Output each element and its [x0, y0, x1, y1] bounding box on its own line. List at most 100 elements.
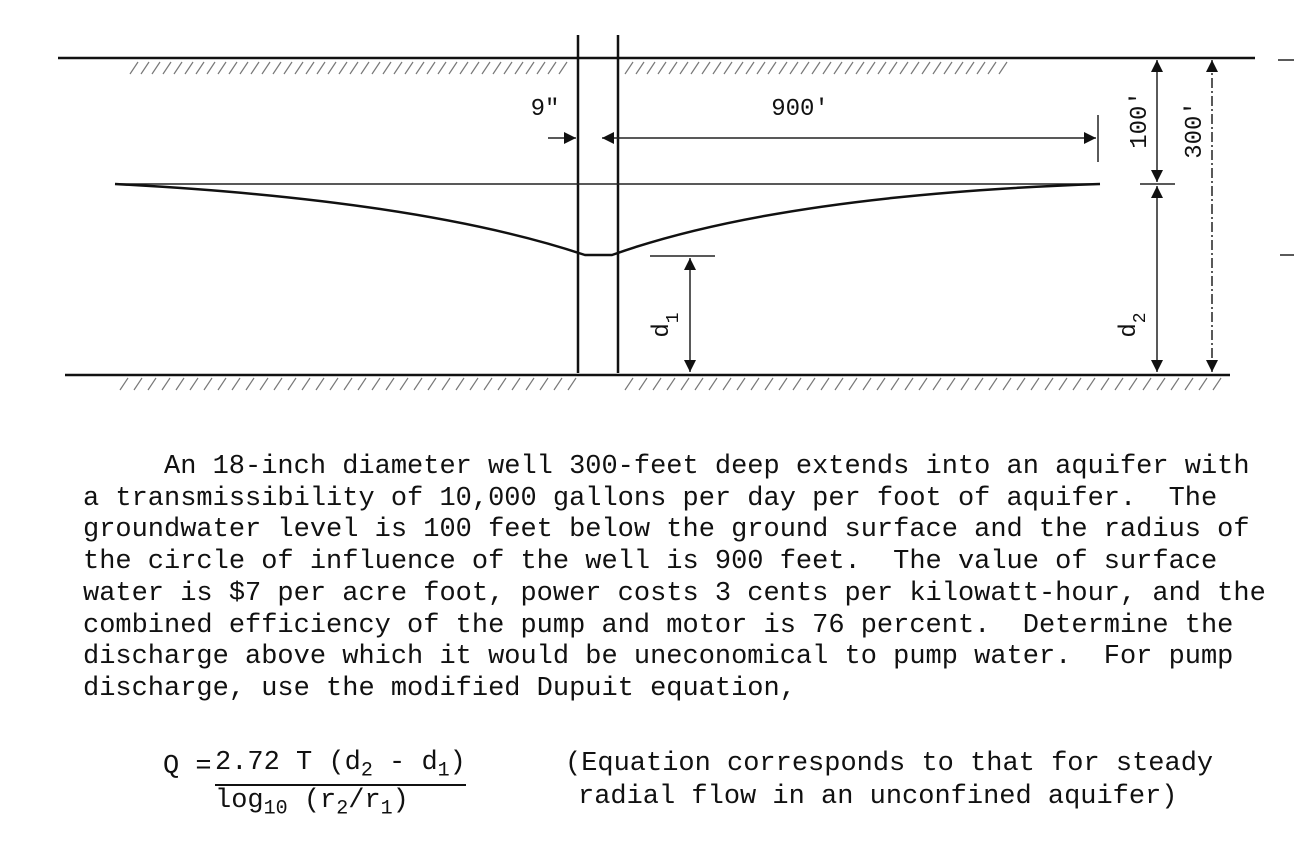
- hatch-mark: [820, 377, 830, 391]
- hatch-mark: [822, 61, 832, 75]
- hatch-mark: [147, 377, 157, 391]
- equation-denominator: log10 (r2/r1): [215, 786, 409, 820]
- hatch-mark: [399, 377, 409, 391]
- hatch-mark: [624, 61, 634, 75]
- hatch-mark: [734, 61, 744, 75]
- hatch-mark: [393, 61, 403, 75]
- equation-note: (Equation corresponds to that for steady…: [565, 748, 1213, 814]
- hatch-mark: [954, 61, 964, 75]
- hatch-mark: [1100, 377, 1110, 391]
- hatch-mark: [904, 377, 914, 391]
- hatch-mark: [1170, 377, 1180, 391]
- hatch-mark: [426, 61, 436, 75]
- hatch-mark: [1128, 377, 1138, 391]
- hatch-mark: [492, 61, 502, 75]
- hatch-mark: [437, 61, 447, 75]
- hatch-mark: [638, 377, 648, 391]
- subscript: 2: [1131, 312, 1151, 323]
- hatch-mark: [646, 61, 656, 75]
- hatch-mark: [657, 61, 667, 75]
- hatch-mark: [316, 61, 326, 75]
- note-line: radial flow in an unconfined aquifer): [578, 782, 1178, 812]
- text-line: groundwater level is 100 feet below the …: [83, 515, 1250, 546]
- hatch-mark: [175, 377, 185, 391]
- hatch-mark: [866, 61, 876, 75]
- hatch-mark: [998, 61, 1008, 75]
- hatch-mark: [525, 61, 535, 75]
- hatch-mark: [1044, 377, 1054, 391]
- text-line: a transmissibility of 10,000 gallons per…: [83, 483, 1218, 514]
- hatch-mark: [932, 61, 942, 75]
- hatch-mark: [217, 377, 227, 391]
- hatch-mark: [483, 377, 493, 391]
- hatch-mark: [778, 377, 788, 391]
- hatch-mark: [327, 61, 337, 75]
- text-line: the circle of influence of the well is 9…: [83, 547, 1218, 578]
- hatch-mark: [448, 61, 458, 75]
- hatch-mark: [231, 377, 241, 391]
- hatch-mark: [470, 61, 480, 75]
- hatch-mark: [239, 61, 249, 75]
- hatch-mark: [161, 377, 171, 391]
- d1-label: d1: [649, 312, 684, 337]
- hatch-mark: [1114, 377, 1124, 391]
- hatch-mark: [833, 61, 843, 75]
- hatch-mark: [910, 61, 920, 75]
- hatch-mark: [946, 377, 956, 391]
- hatch-mark: [261, 61, 271, 75]
- hatch-mark: [789, 61, 799, 75]
- text-segment: d: [1116, 323, 1143, 337]
- hatch-mark: [1198, 377, 1208, 391]
- hatch-mark: [921, 61, 931, 75]
- hatch-mark: [1030, 377, 1040, 391]
- casing-label: 9": [531, 96, 560, 123]
- hatch-mark: [943, 61, 953, 75]
- hatch-mark: [272, 61, 282, 75]
- hatch-mark: [679, 61, 689, 75]
- hatch-mark: [876, 377, 886, 391]
- hatch-mark: [119, 377, 129, 391]
- hatch-mark: [413, 377, 423, 391]
- hatch-mark: [133, 377, 143, 391]
- well-depth-label: 300': [1182, 101, 1209, 159]
- hatch-mark: [294, 61, 304, 75]
- hatch-mark: [427, 377, 437, 391]
- hatch-mark: [988, 377, 998, 391]
- text-line: discharge, use the modified Dupuit equat…: [83, 673, 796, 704]
- hatch-mark: [259, 377, 269, 391]
- hatch-mark: [800, 61, 810, 75]
- hatch-mark: [723, 61, 733, 75]
- text-segment: ): [392, 786, 409, 816]
- note-line: (Equation corresponds to that for steady: [565, 749, 1214, 779]
- hatch-mark: [329, 377, 339, 391]
- hatch-mark: [1058, 377, 1068, 391]
- hatch-mark: [764, 377, 774, 391]
- hatch-mark: [778, 61, 788, 75]
- hatch-mark: [811, 61, 821, 75]
- hatch-mark: [722, 377, 732, 391]
- text-line: water is $7 per acre foot, power costs 3…: [83, 578, 1266, 609]
- hatch-mark: [987, 61, 997, 75]
- hatch-mark: [385, 377, 395, 391]
- hatch-mark: [899, 61, 909, 75]
- hatch-mark: [360, 61, 370, 75]
- hatch-mark: [343, 377, 353, 391]
- hatch-mark: [694, 377, 704, 391]
- hatch-mark: [189, 377, 199, 391]
- hatch-mark: [792, 377, 802, 391]
- subscript: 1: [437, 759, 450, 783]
- hatch-mark: [1072, 377, 1082, 391]
- well-diagram: 9" 900' 100' 300' d2 d1: [58, 35, 1294, 391]
- hatch-mark: [708, 377, 718, 391]
- radius-label: 900': [771, 96, 829, 123]
- hatch-mark: [525, 377, 535, 391]
- hatch-mark: [635, 61, 645, 75]
- hatch-mark: [974, 377, 984, 391]
- hatch-mark: [767, 61, 777, 75]
- hatch-mark: [736, 377, 746, 391]
- hatch-mark: [371, 61, 381, 75]
- soil-hatching: [119, 61, 1222, 391]
- drawdown-curve: [114, 182, 1101, 257]
- hatch-mark: [1002, 377, 1012, 391]
- text-segment: ): [449, 748, 466, 778]
